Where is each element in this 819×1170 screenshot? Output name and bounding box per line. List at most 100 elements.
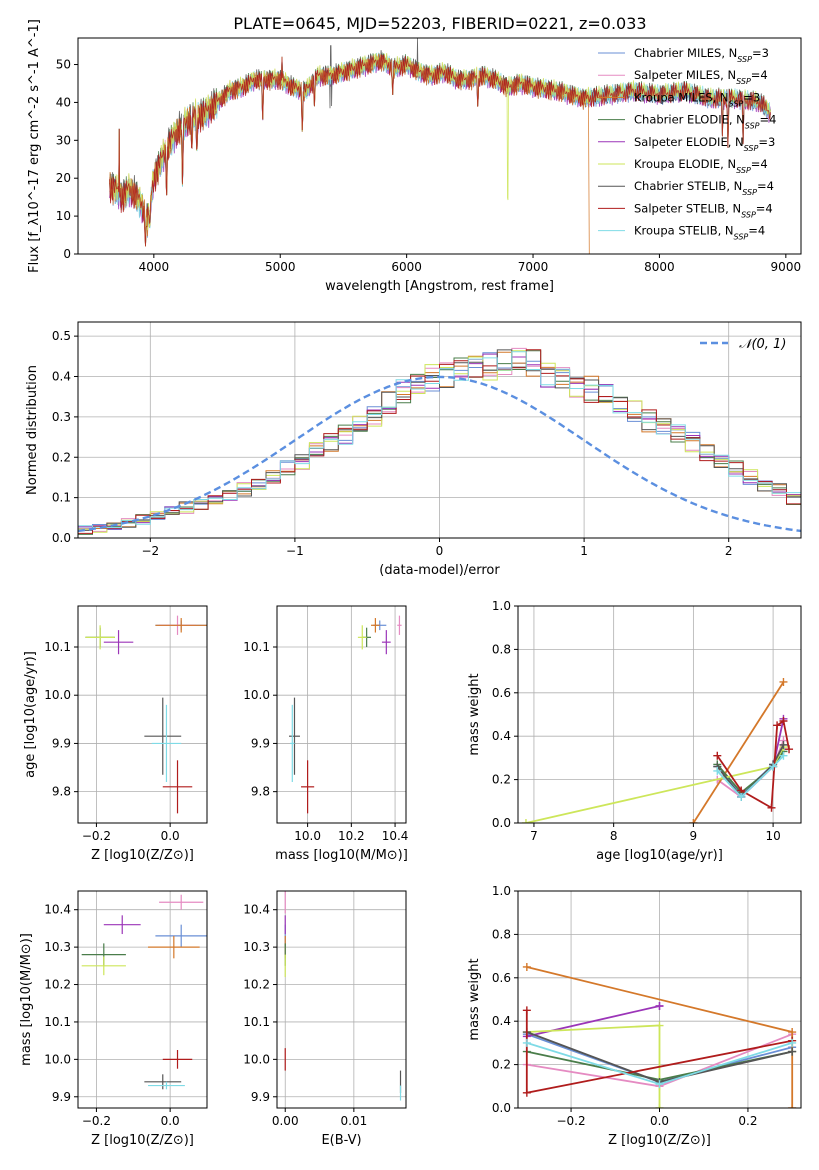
- axes-border: [276, 605, 407, 824]
- y-tick-label: 0.0: [492, 816, 511, 830]
- weight-marker: [655, 1104, 664, 1108]
- axes-frame: 7 8 9 10 0.0 0.2 0.4 0.6 0.8 1.0 age [log10(age/yr…: [467, 599, 802, 863]
- errorbar-point: [290, 704, 295, 783]
- y-tick-label: 9.8: [251, 785, 270, 799]
- y-tick-label: 50: [56, 58, 71, 72]
- x-axis-label: E(B-V): [321, 1133, 361, 1148]
- legend-suffix: =4: [751, 157, 768, 171]
- legend-sub: SSP: [729, 99, 744, 108]
- y-tick-label: 0.4: [492, 729, 511, 743]
- weight-marker: [655, 1002, 664, 1011]
- x-tick-label: 0.0: [161, 829, 180, 843]
- grid: [277, 606, 406, 823]
- y-tick-label: 10.0: [44, 688, 71, 702]
- x-tick-label: −0.2: [82, 829, 111, 843]
- y-axis-label: mass weight: [467, 673, 482, 755]
- y-tick-label: 0.5: [52, 329, 71, 343]
- spectrum-line: [109, 52, 771, 247]
- y-axis-label: mass weight: [467, 958, 482, 1040]
- y-tick-label: 10.3: [243, 940, 270, 954]
- weight-marker: [788, 1038, 797, 1047]
- figure-title: PLATE=0645, MJD=52203, FIBERID=0221, z=0…: [233, 14, 646, 33]
- grid: [78, 322, 801, 539]
- y-tick-label: 20: [56, 171, 71, 185]
- panel-weight_vs_Z: −0.2 0.0 0.2 0.0 0.2 0.4 0.6 0.8 1.0 Z [log10(Z/Z…: [467, 884, 802, 1148]
- legend-suffix: =4: [751, 68, 768, 82]
- legend-suffix: =3: [743, 90, 760, 104]
- x-tick-label: 10.0: [294, 829, 321, 843]
- legend-suffix: =4: [748, 224, 765, 238]
- weight-marker: [522, 962, 531, 971]
- errorbar-point: [148, 1081, 185, 1090]
- errorbar-point: [289, 697, 300, 775]
- weight-line: [716, 719, 790, 810]
- axes-border: [276, 890, 407, 1109]
- x-tick-label: −2: [141, 544, 159, 558]
- weight-line: [692, 681, 785, 823]
- weight-marker: [737, 792, 746, 801]
- x-axis-label: mass [log10(M/M⊙)]: [275, 848, 408, 863]
- legend-sub: SSP: [745, 121, 760, 130]
- y-tick-label: 10.4: [44, 903, 71, 917]
- errorbar-point: [81, 956, 126, 976]
- y-tick-label: 10.0: [243, 1052, 270, 1066]
- x-tick-label: 6000: [391, 260, 422, 274]
- errorbar-point: [103, 915, 141, 935]
- weight-marker: [769, 762, 778, 771]
- histogram-step: [78, 349, 801, 538]
- grid: [277, 891, 406, 1108]
- grid: [78, 606, 207, 823]
- plot-area: [284, 891, 402, 1101]
- x-axis-label: age [log10(age/yr)]: [596, 848, 723, 863]
- axes-border: [77, 605, 208, 824]
- x-tick-label: 0.0: [650, 1114, 669, 1128]
- y-tick-label: 0.8: [492, 642, 511, 656]
- legend-sub: SSP: [737, 55, 752, 64]
- x-axis-label: Z [log10(Z/Z⊙)]: [91, 1133, 194, 1148]
- x-tick-label: 10: [765, 829, 780, 843]
- errorbar-point: [381, 630, 391, 655]
- errorbar-point: [159, 894, 204, 910]
- x-tick-label: 8000: [644, 260, 675, 274]
- y-tick-label: 10.3: [44, 940, 71, 954]
- y-tick-label: 10.1: [243, 1015, 270, 1029]
- errorbar-point: [162, 760, 193, 814]
- y-tick-label: 30: [56, 133, 71, 147]
- errorbar-point: [85, 625, 115, 650]
- y-tick-label: 1.0: [492, 599, 511, 613]
- weight-marker: [522, 1006, 531, 1015]
- x-tick-label: 0: [436, 544, 444, 558]
- legend-label: Kroupa MILES, NSSP=3: [634, 90, 760, 108]
- y-axis-label: mass [log10(M/M⊙)]: [19, 933, 34, 1066]
- grid: [518, 605, 801, 824]
- legend-suffix: =4: [757, 179, 774, 193]
- legend-name: Salpeter ELODIE, N: [634, 135, 744, 149]
- x-tick-label: 9: [690, 829, 698, 843]
- x-tick-label: −1: [286, 544, 304, 558]
- plot-area: [521, 677, 794, 823]
- errorbar-point: [155, 618, 207, 633]
- y-tick-label: 0.0: [52, 531, 71, 545]
- y-tick-label: 10.1: [44, 1015, 71, 1029]
- legend-label: Salpeter STELIB, NSSP=4: [634, 201, 773, 219]
- weight-marker: [522, 1038, 531, 1047]
- errorbar-point: [357, 625, 367, 650]
- errorbar-point: [148, 935, 200, 959]
- legend-sub: SSP: [736, 166, 751, 175]
- x-tick-label: 0.01: [340, 1114, 367, 1128]
- plot-area: [109, 38, 771, 254]
- x-tick-label: 0.2: [738, 1114, 757, 1128]
- weight-marker: [779, 677, 788, 686]
- y-tick-label: 0.8: [492, 927, 511, 941]
- plot-area: [85, 615, 207, 814]
- errorbar-point: [301, 760, 315, 814]
- legend-name: Salpeter STELIB, N: [634, 201, 741, 215]
- histogram-step: [78, 350, 801, 538]
- weight-marker: [522, 1088, 531, 1097]
- legend-name: Kroupa ELODIE, N: [634, 157, 736, 171]
- y-tick-label: 0.1: [52, 491, 71, 505]
- x-tick-label: 0.00: [272, 1114, 299, 1128]
- axes-frame: −0.2 0.0 0.2 0.0 0.2 0.4 0.6 0.8 1.0 Z [log10(Z/Z…: [467, 884, 802, 1148]
- spectrum-line: [109, 52, 771, 247]
